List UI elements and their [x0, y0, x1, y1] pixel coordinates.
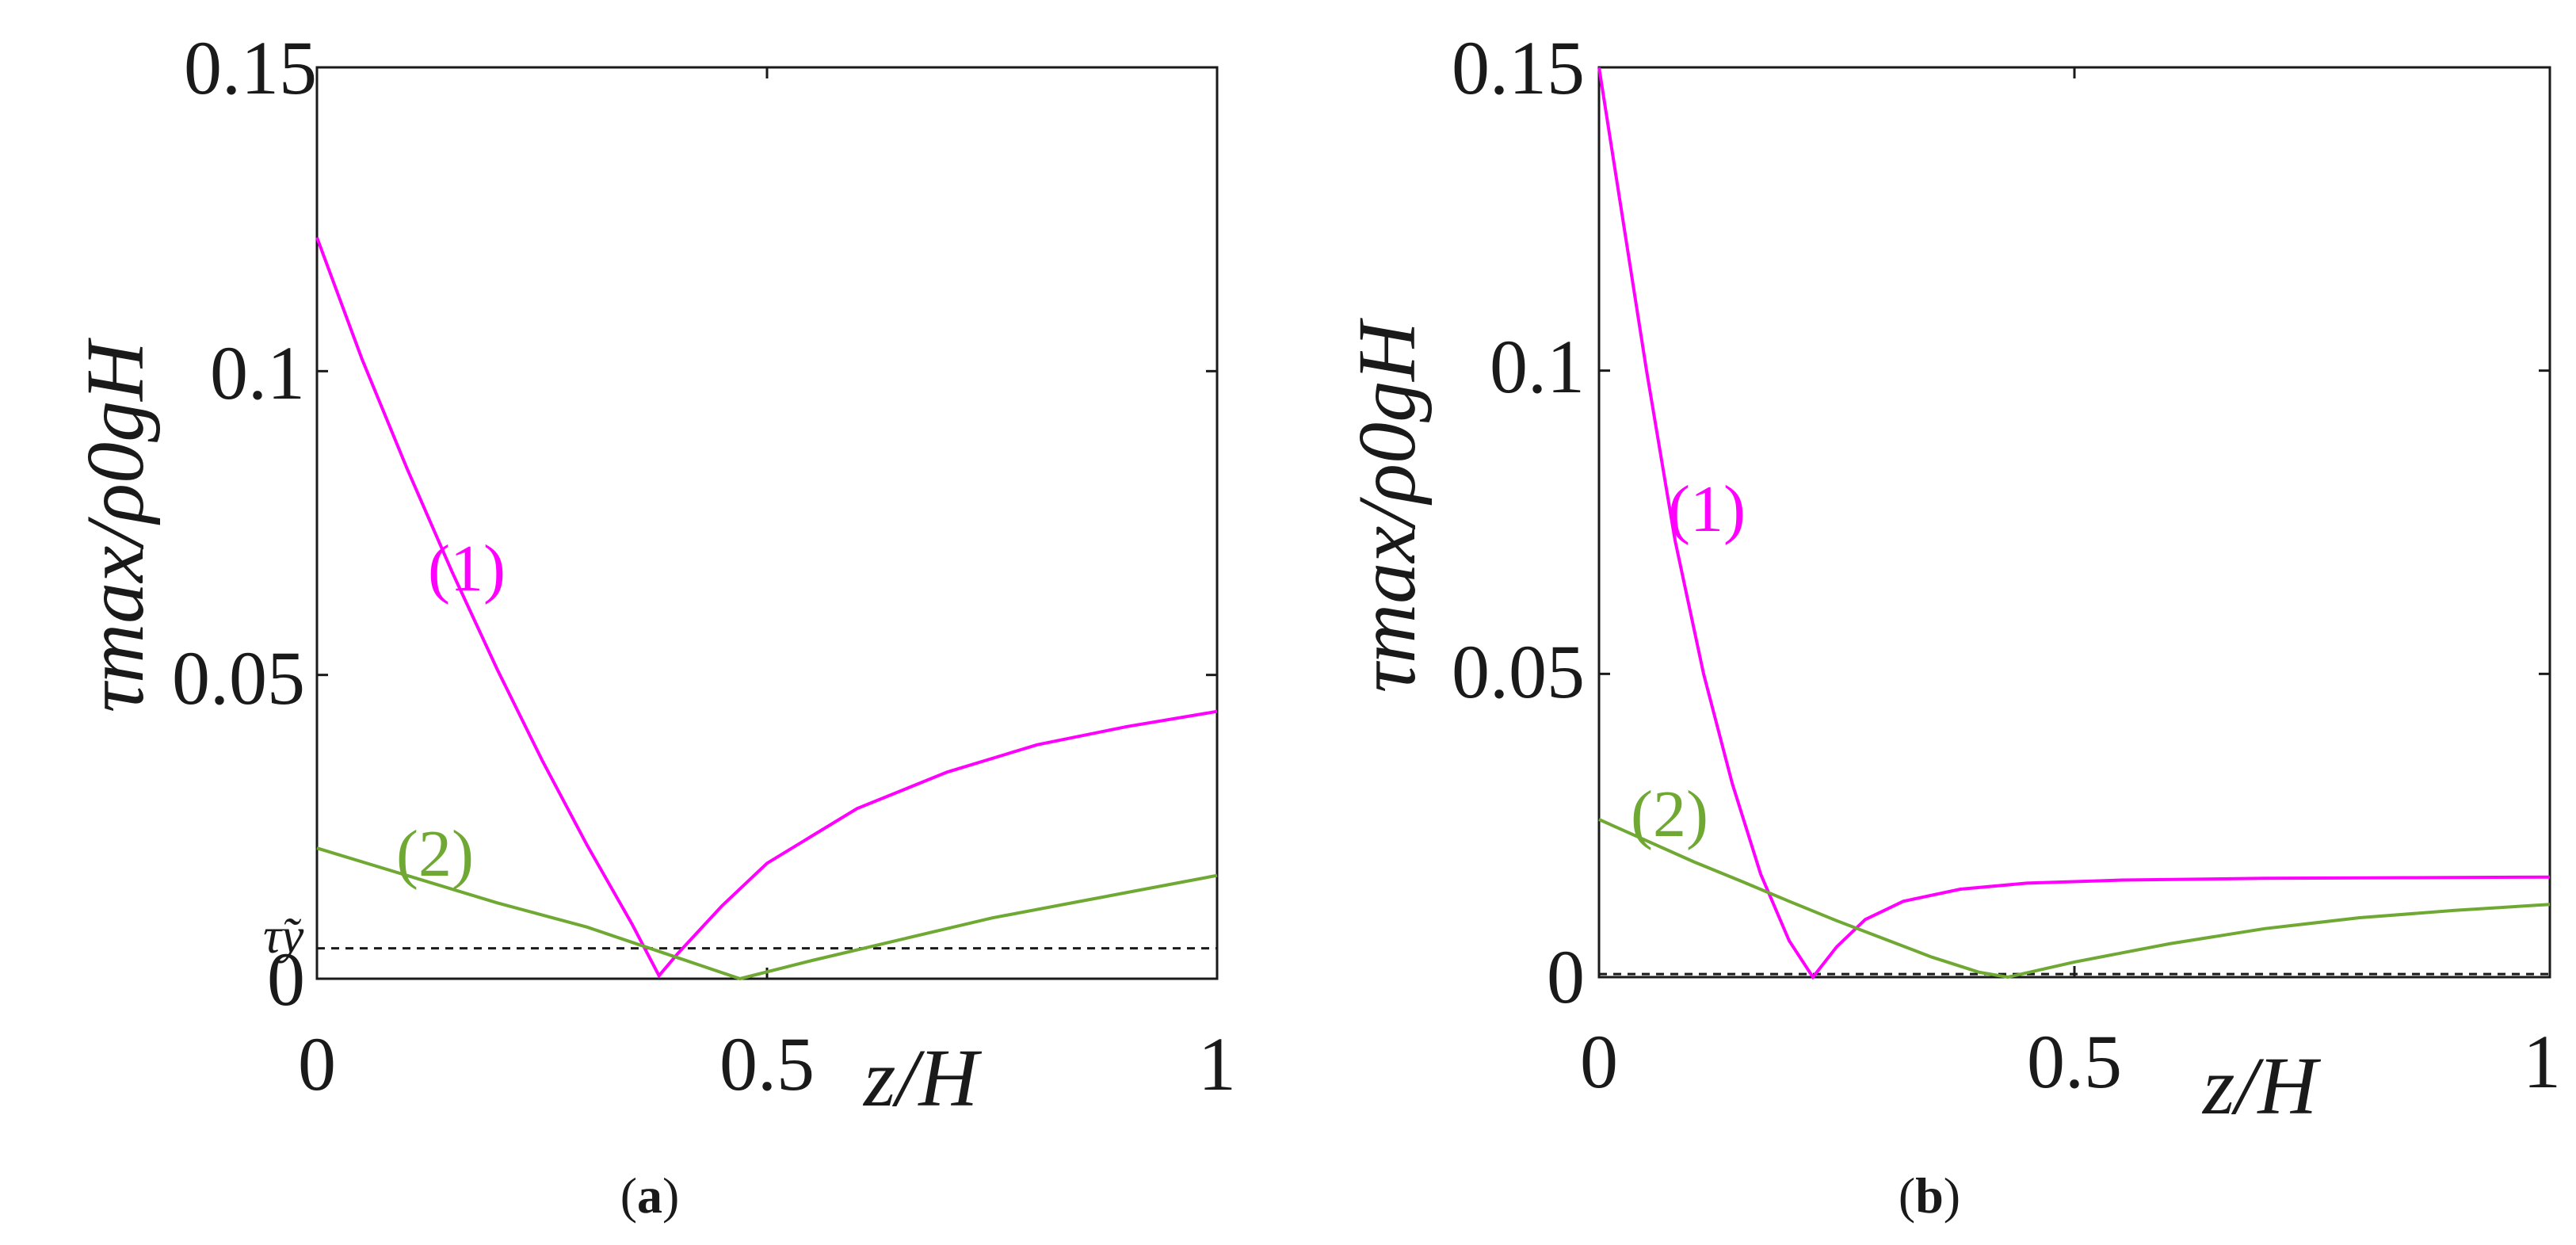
- y-tick-label-a-0.1: 0.1: [210, 330, 305, 415]
- panel-b: (1) (2) 0.15 0.1 0.05 0 0 0.5 1 z/H τmax…: [1341, 25, 2561, 1224]
- series-label-b-1: (1): [1668, 472, 1746, 546]
- series-line-b-2: [1598, 818, 2551, 980]
- y-tick-label-a-0: 0: [267, 937, 305, 1022]
- series-line-b-1: [1597, 67, 2551, 980]
- y-tick-label-a-0.15: 0.15: [184, 25, 317, 110]
- x-tick-label-b-0: 0: [1580, 1019, 1618, 1104]
- x-ticks-a: [315, 67, 1219, 979]
- series-label-a-1: (1): [428, 532, 506, 605]
- y-ticks-a: [317, 66, 1217, 980]
- series-line-a-1: [315, 237, 1218, 979]
- y-tick-label-a-0.05: 0.05: [172, 636, 305, 720]
- y-tick-label-b-0.1: 0.1: [1490, 324, 1585, 409]
- y-tick-label-b-0: 0: [1547, 934, 1585, 1019]
- y-tick-label-b-0.05: 0.05: [1452, 629, 1585, 714]
- y-tick-label-b-0.15: 0.15: [1452, 25, 1585, 110]
- x-tick-label-a-1: 1: [1198, 1022, 1236, 1106]
- x-axis-label-b: z/H: [2201, 1041, 2321, 1132]
- x-tick-label-b-0.5: 0.5: [2027, 1019, 2122, 1104]
- panel-a: τ̃y (1) (2) 0.15 0.1 0.05 0 0 0.5 1 z/H …: [70, 25, 1236, 1224]
- x-axis-label-a: z/H: [862, 1033, 982, 1124]
- panel-caption-letter-a: a: [637, 1167, 662, 1224]
- panel-caption-b: (b): [1899, 1167, 1960, 1224]
- threshold-label-a: τ̃y: [263, 907, 304, 964]
- panel-caption-a: (a): [620, 1167, 680, 1224]
- x-tick-label-b-1: 1: [2523, 1019, 2561, 1104]
- series-label-a-2: (2): [396, 817, 474, 891]
- series-label-b-2: (2): [1631, 777, 1708, 851]
- x-tick-label-a-0: 0: [298, 1022, 336, 1106]
- y-axis-label-a: τmax/ρ0gH: [70, 338, 161, 712]
- series-line-a-2: [316, 846, 1218, 981]
- x-tick-label-a-0.5: 0.5: [719, 1022, 815, 1106]
- y-ticks-b: [1599, 66, 2550, 979]
- panel-caption-letter-b: b: [1915, 1167, 1944, 1224]
- y-axis-label-b: τmax/ρ0gH: [1341, 318, 1433, 693]
